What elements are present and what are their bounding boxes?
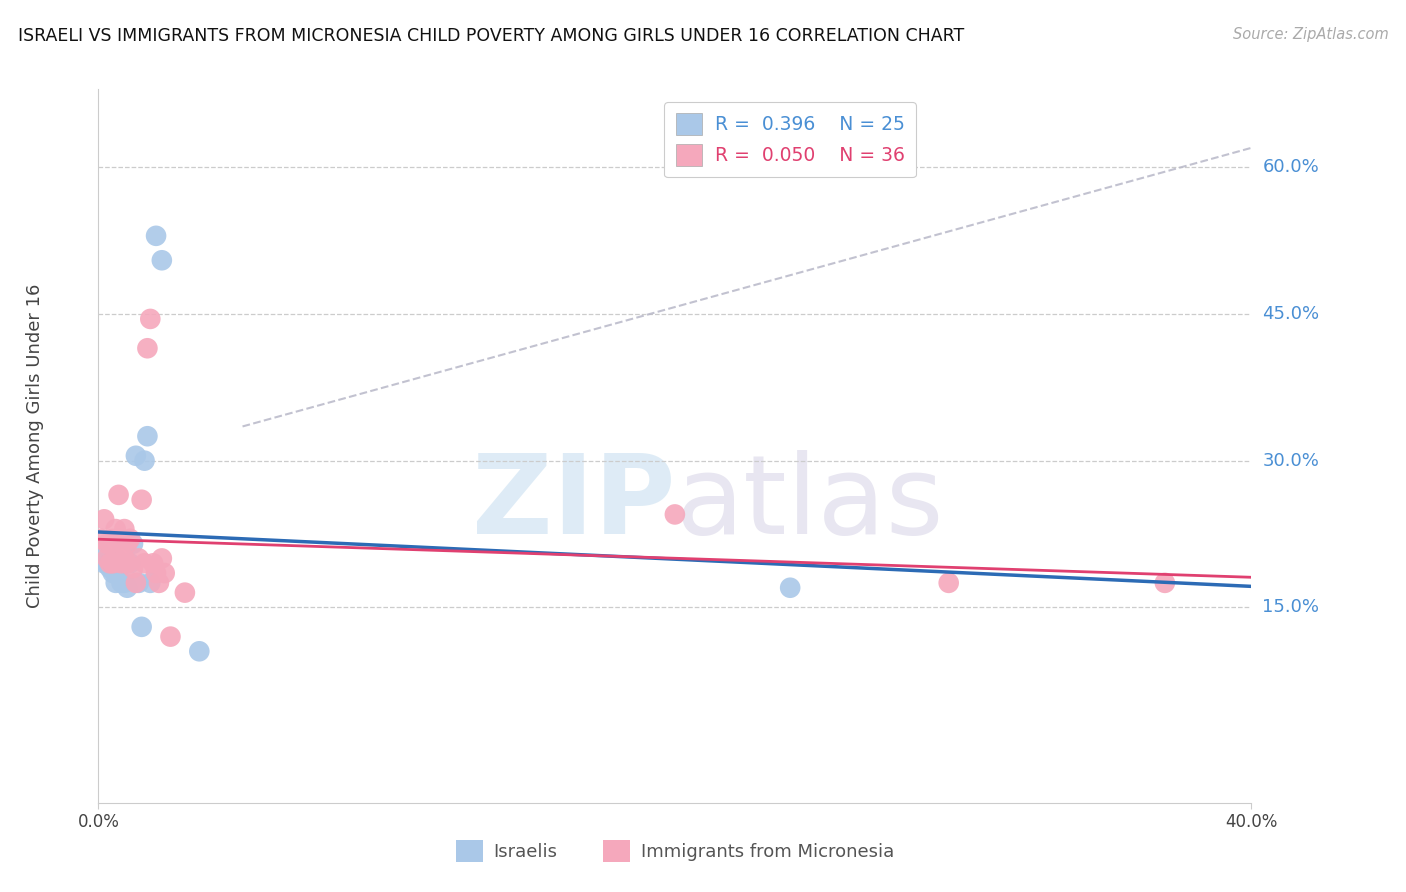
Point <box>145 228 167 243</box>
Point <box>938 575 960 590</box>
Point <box>96 551 118 566</box>
Point <box>150 551 173 566</box>
Point <box>136 341 159 355</box>
Point <box>107 532 129 546</box>
Point <box>101 557 124 571</box>
Point <box>107 488 129 502</box>
Point <box>120 557 142 571</box>
Text: atlas: atlas <box>675 450 943 557</box>
Point <box>110 537 132 551</box>
Point <box>112 575 135 590</box>
Point <box>93 512 115 526</box>
Point <box>98 561 121 575</box>
Point <box>101 532 124 546</box>
Text: 60.0%: 60.0% <box>1263 159 1319 177</box>
Text: ZIP: ZIP <box>471 450 675 557</box>
Point <box>134 453 156 467</box>
Legend: Israelis, Immigrants from Micronesia: Israelis, Immigrants from Micronesia <box>449 833 901 870</box>
Point <box>779 581 801 595</box>
Point <box>134 557 156 571</box>
Point <box>174 585 197 599</box>
Point <box>150 253 173 268</box>
Point <box>145 566 167 580</box>
Point <box>90 532 112 546</box>
Point <box>104 551 127 566</box>
Point <box>153 566 176 580</box>
Point <box>142 557 165 571</box>
Point <box>117 557 138 571</box>
Point <box>104 551 127 566</box>
Point <box>122 561 145 575</box>
Point <box>110 557 132 571</box>
Point <box>117 581 138 595</box>
Point <box>159 630 181 644</box>
Point <box>110 557 132 571</box>
Point <box>98 557 121 571</box>
Point <box>112 557 135 571</box>
Point <box>101 566 124 580</box>
Point <box>664 508 686 522</box>
Point <box>112 551 135 566</box>
Point <box>96 557 118 571</box>
Point <box>125 575 148 590</box>
Point <box>96 537 118 551</box>
Point <box>125 449 148 463</box>
Legend: R =  0.396    N = 25, R =  0.050    N = 36: R = 0.396 N = 25, R = 0.050 N = 36 <box>664 103 917 178</box>
Point <box>104 522 127 536</box>
Text: Source: ZipAtlas.com: Source: ZipAtlas.com <box>1233 27 1389 42</box>
Point <box>128 575 150 590</box>
Text: Child Poverty Among Girls Under 16: Child Poverty Among Girls Under 16 <box>25 284 44 608</box>
Point <box>120 532 142 546</box>
Point <box>131 620 153 634</box>
Text: ISRAELI VS IMMIGRANTS FROM MICRONESIA CHILD POVERTY AMONG GIRLS UNDER 16 CORRELA: ISRAELI VS IMMIGRANTS FROM MICRONESIA CH… <box>18 27 965 45</box>
Point <box>139 575 162 590</box>
Text: 15.0%: 15.0% <box>1263 599 1319 616</box>
Point <box>90 547 112 561</box>
Point <box>188 644 211 658</box>
Point <box>110 575 132 590</box>
Point <box>139 312 162 326</box>
Point <box>98 537 121 551</box>
Point <box>107 532 129 546</box>
Point <box>1153 575 1175 590</box>
Point <box>136 429 159 443</box>
Text: 45.0%: 45.0% <box>1263 305 1320 323</box>
Point <box>93 557 115 571</box>
Point <box>122 537 145 551</box>
Point <box>128 551 150 566</box>
Point <box>148 575 170 590</box>
Point <box>131 492 153 507</box>
Point <box>112 522 135 536</box>
Point <box>117 537 138 551</box>
Point <box>104 575 127 590</box>
Text: 30.0%: 30.0% <box>1263 451 1319 470</box>
